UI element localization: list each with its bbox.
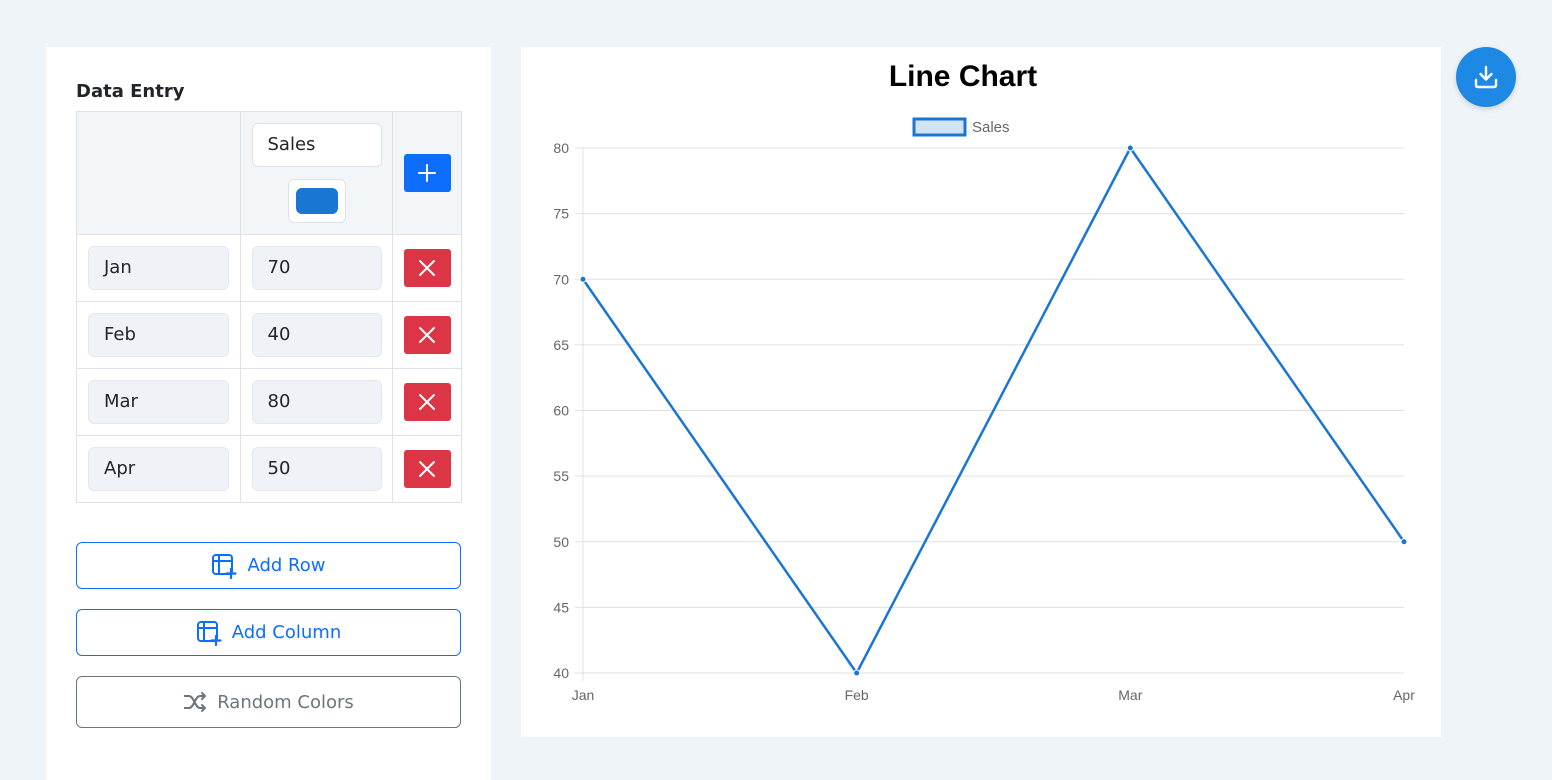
delete-row-button[interactable] [403, 249, 451, 287]
table-row: Apr 50 [76, 435, 462, 503]
delete-row-button[interactable] [403, 450, 451, 488]
data-point[interactable] [853, 669, 861, 677]
panel-title: Data Entry [76, 81, 185, 102]
x-tick-label: Mar [1118, 687, 1142, 703]
random-colors-label: Random Colors [217, 691, 354, 713]
random-colors-button[interactable]: Random Colors [76, 676, 461, 728]
y-tick-label: 45 [553, 599, 569, 615]
series-name-input[interactable]: Sales [251, 123, 382, 167]
x-axis: Jan Feb Mar Apr [572, 687, 1416, 703]
data-table: Sales Jan 70 Feb 40 [76, 111, 462, 503]
row-label-input[interactable]: Apr [88, 447, 229, 491]
x-tick-label: Feb [845, 687, 869, 703]
data-entry-panel: Data Entry Sales Jan 70 [46, 47, 491, 780]
chart-card: Line Chart Sales 40 45 50 55 60 65 70 75 80 Jan F… [521, 47, 1441, 737]
delete-row-button[interactable] [403, 316, 451, 354]
chart-series [579, 144, 1408, 677]
plus-icon [418, 164, 436, 182]
shuffle-icon [184, 692, 207, 712]
y-tick-label: 70 [553, 271, 569, 287]
row-value-input[interactable]: 70 [251, 246, 382, 290]
table-row: Feb 40 [76, 301, 462, 369]
y-tick-label: 75 [553, 206, 569, 222]
table-row: Mar 80 [76, 368, 462, 436]
legend-swatch [912, 117, 967, 137]
table-add-icon [196, 620, 222, 646]
x-icon [419, 327, 435, 343]
add-row-label: Add Row [247, 555, 326, 576]
download-icon [1474, 65, 1498, 89]
y-tick-label: 65 [553, 337, 569, 353]
delete-row-button[interactable] [403, 383, 451, 421]
table-header-row: Sales [76, 111, 462, 235]
data-point[interactable] [1400, 538, 1408, 546]
row-label-input[interactable]: Mar [88, 380, 229, 424]
chart-grid [575, 147, 1404, 681]
chart-legend: Sales [912, 117, 1010, 137]
add-row-button[interactable]: Add Row [76, 542, 461, 589]
y-axis: 40 45 50 55 60 65 70 75 80 [553, 140, 569, 681]
y-tick-label: 60 [553, 403, 569, 419]
table-add-icon [212, 553, 238, 579]
data-point[interactable] [579, 275, 587, 283]
row-label-input[interactable]: Feb [88, 313, 229, 357]
x-icon [419, 260, 435, 276]
y-tick-label: 80 [553, 140, 569, 156]
legend-label: Sales [972, 119, 1010, 136]
chart-title: Line Chart [889, 60, 1037, 93]
add-column-button[interactable]: Add Column [76, 609, 461, 656]
download-button[interactable] [1456, 47, 1516, 107]
corner-cell [76, 111, 241, 235]
data-point[interactable] [1126, 144, 1134, 152]
y-tick-label: 55 [553, 468, 569, 484]
x-icon [419, 461, 435, 477]
add-column-cell [392, 111, 462, 235]
add-column-label: Add Column [231, 622, 342, 643]
row-label-input[interactable]: Jan [88, 246, 229, 290]
row-value-input[interactable]: 80 [251, 380, 382, 424]
line-chart: Line Chart Sales 40 45 50 55 60 65 70 75 80 Jan F… [553, 60, 1416, 703]
x-icon [419, 394, 435, 410]
series-header-cell: Sales [240, 111, 393, 235]
add-column-header-button[interactable] [403, 154, 451, 192]
y-tick-label: 40 [553, 665, 569, 681]
x-tick-label: Jan [572, 687, 595, 703]
row-value-input[interactable]: 40 [251, 313, 382, 357]
series-color-picker[interactable] [287, 179, 346, 223]
x-tick-label: Apr [1393, 687, 1415, 703]
color-swatch [295, 188, 338, 214]
table-row: Jan 70 [76, 234, 462, 302]
series-line [581, 146, 1406, 675]
y-tick-label: 50 [553, 534, 569, 550]
row-value-input[interactable]: 50 [251, 447, 382, 491]
